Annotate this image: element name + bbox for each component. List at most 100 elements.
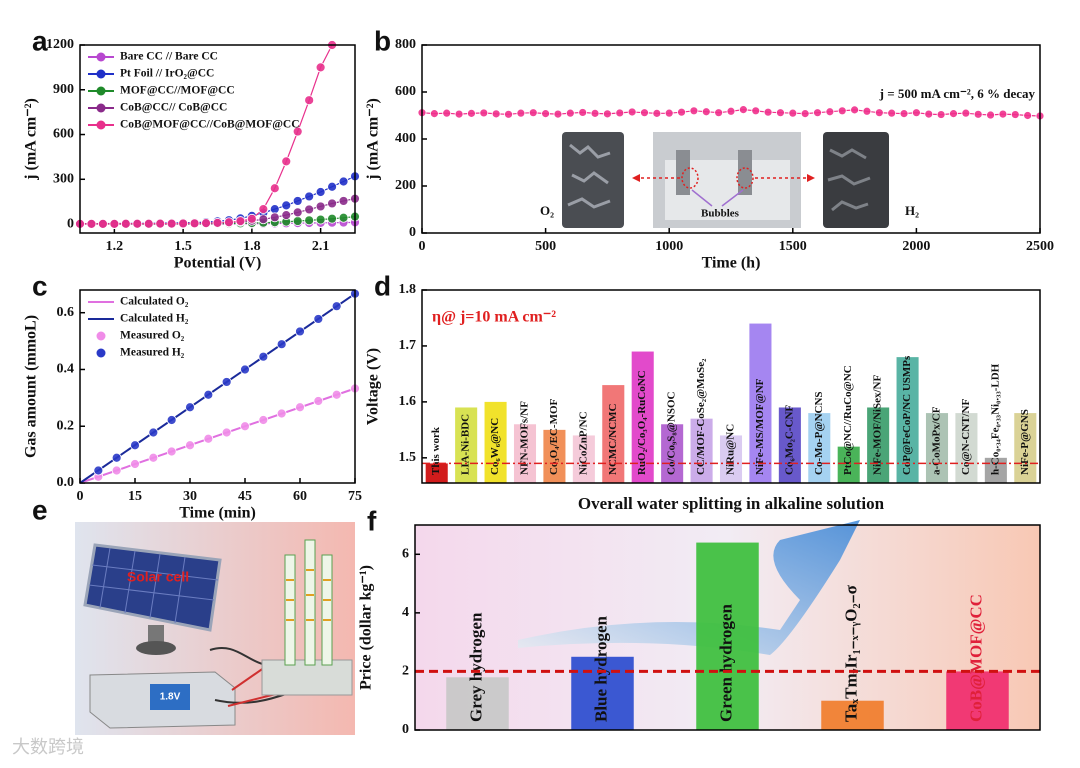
- data-point: [269, 204, 280, 215]
- x-tick-label: 60: [293, 489, 307, 504]
- bar-label: CoB@MOF@CC: [966, 594, 985, 722]
- bar-label: Co-Mo-P@NCNS: [813, 391, 825, 475]
- x-axis-label: Potential (V): [174, 255, 262, 272]
- x-tick-label: 0: [419, 239, 426, 254]
- data-point: [640, 108, 649, 118]
- legend-label: Pt Foil // IrO₂@CC: [120, 68, 214, 80]
- series-line: [79, 292, 356, 484]
- schematic-text: Solar cell: [127, 569, 189, 585]
- data-point: [120, 218, 131, 229]
- data-point: [813, 108, 822, 118]
- y-axis-label: Voltage (V): [365, 348, 382, 425]
- x-tick-label: 1.2: [106, 239, 124, 254]
- data-point: [998, 109, 1008, 119]
- legend-marker: [96, 69, 106, 79]
- legend-marker: [96, 348, 106, 358]
- data-point: [528, 108, 538, 118]
- bar: [631, 351, 654, 483]
- data-point: [331, 389, 342, 400]
- bar-label: h-Co₀.₃₄Fe₀.₃₃Ni₀.₃₃-LDH: [989, 363, 1001, 475]
- data-point: [751, 106, 761, 116]
- bar-label: CC/MOF-CoSe₂@MoSe₂: [695, 358, 707, 475]
- bar: [896, 357, 919, 483]
- bar-label: Green hydrogen: [716, 604, 735, 722]
- bar-label: Co/Co₉S₈@NSOC: [666, 391, 678, 475]
- data-point: [590, 108, 600, 118]
- y-axis-label: j (mA cm⁻²): [23, 98, 40, 181]
- x-axis-label: Time (min): [179, 505, 256, 522]
- x-tick-label: 2.1: [312, 239, 330, 254]
- data-point: [304, 204, 315, 215]
- data-point: [652, 108, 662, 118]
- x-axis-label: Time (h): [702, 255, 761, 272]
- plot-frame: [414, 524, 1041, 731]
- y-tick-label: 2: [402, 664, 409, 679]
- data-point: [86, 218, 97, 229]
- bar-label: Grey hydrogen: [466, 612, 485, 722]
- y-tick-label: 0.0: [57, 475, 75, 490]
- bar: [955, 413, 978, 483]
- bar-label: Blue hydrogen: [591, 615, 610, 722]
- data-point: [155, 218, 166, 229]
- legend-label: Calculated O₂: [120, 296, 189, 308]
- trend-arrow: [518, 520, 860, 655]
- data-point: [235, 216, 246, 226]
- data-point: [800, 109, 810, 119]
- schematic-text: 1.8V: [160, 692, 181, 703]
- bar-label: LIA-Ni-BDC: [460, 414, 472, 475]
- bar: [696, 542, 759, 730]
- bar: [749, 323, 772, 483]
- data-point: [258, 351, 269, 362]
- data-point: [664, 108, 674, 118]
- data-point: [304, 95, 315, 106]
- data-point: [578, 108, 588, 117]
- data-point: [479, 108, 489, 118]
- data-point: [189, 218, 200, 229]
- x-tick-label: 500: [535, 239, 556, 254]
- data-point: [178, 218, 189, 229]
- data-point: [246, 213, 257, 224]
- data-point: [276, 408, 287, 419]
- bar-label: Co₆W₆@NC: [489, 418, 501, 475]
- data-point: [714, 108, 724, 118]
- data-point: [825, 107, 835, 117]
- data-point: [132, 218, 143, 229]
- data-point: [850, 105, 859, 115]
- y-tick-label: 6: [402, 547, 409, 562]
- data-point: [315, 214, 326, 225]
- panel-letter: b: [374, 25, 391, 56]
- x-tick-label: 15: [128, 489, 142, 504]
- data-point: [258, 415, 269, 425]
- bar: [661, 424, 684, 483]
- bar-label: RuO₂/Co₃O₄-RuCoNC: [636, 370, 648, 475]
- x-tick-label: 1.5: [174, 239, 192, 254]
- data-point: [258, 204, 269, 215]
- y-tick-label: 200: [395, 178, 416, 193]
- data-point: [201, 218, 211, 229]
- bar-label: a-CoMoPx/CF: [931, 406, 943, 475]
- data-point: [166, 446, 177, 457]
- annotation: H₂: [905, 203, 919, 218]
- data-point: [269, 212, 280, 223]
- bar-label: PtCo@NC//RuCo@NC: [842, 365, 854, 475]
- y-tick-label: 400: [395, 131, 416, 146]
- photos: [562, 132, 889, 228]
- bar-label: NCMC/NCMC: [607, 403, 619, 475]
- panel-letter: e: [32, 494, 48, 525]
- data-point: [111, 452, 122, 463]
- x-tick-label: 1500: [779, 239, 807, 254]
- legend-marker: [96, 331, 106, 341]
- data-point: [221, 427, 232, 438]
- data-point: [565, 108, 575, 118]
- data-point: [166, 415, 177, 425]
- legend-label: CoB@MOF@CC//CoB@MOF@CC: [120, 119, 300, 131]
- data-point: [862, 106, 872, 116]
- data-point: [148, 452, 159, 463]
- y-tick-label: 0: [402, 722, 409, 737]
- data-point: [327, 198, 337, 209]
- data-point: [701, 107, 711, 117]
- data-point: [292, 126, 303, 137]
- data-point: [327, 181, 337, 192]
- bar: [513, 424, 537, 483]
